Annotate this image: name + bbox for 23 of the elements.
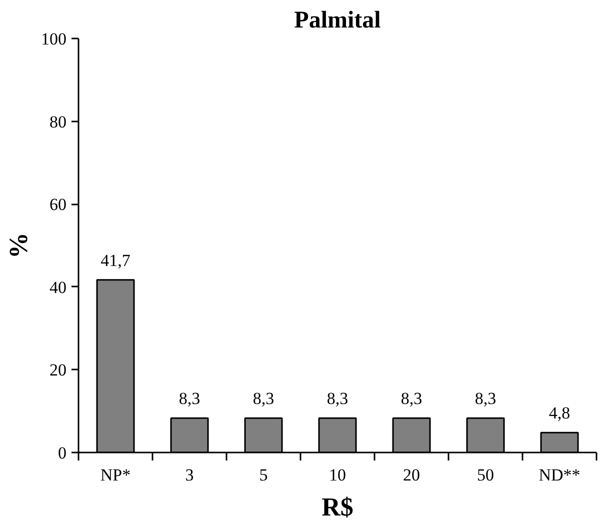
data-label: 8,3 — [326, 389, 348, 408]
y-tick-label: 60 — [50, 195, 66, 214]
y-axis-title: % — [4, 232, 33, 258]
y-tick-label: 80 — [50, 112, 66, 132]
x-tick-label: ND** — [538, 466, 580, 484]
y-tick-label: 0 — [58, 444, 66, 462]
data-label: 41,7 — [100, 250, 131, 270]
x-tick-label: 50 — [477, 466, 494, 484]
x-tick-label: 20 — [403, 466, 420, 484]
y-tick-label: 100 — [41, 30, 66, 48]
data-label: 8,3 — [178, 389, 200, 408]
chart-title: Palmital — [294, 8, 382, 34]
x-axis-title: R$ — [322, 492, 354, 522]
y-tick-label: 20 — [50, 360, 66, 380]
x-tick-label: 3 — [185, 466, 194, 484]
data-label: 8,3 — [474, 389, 496, 408]
data-label: 8,3 — [400, 389, 422, 408]
data-label: 8,3 — [252, 389, 274, 408]
x-tick-label: 5 — [259, 466, 268, 484]
x-tick-label: NP* — [100, 466, 131, 484]
y-tick-label: 40 — [50, 278, 66, 297]
x-tick-label: 10 — [329, 466, 346, 484]
data-label: 4,8 — [548, 404, 570, 423]
